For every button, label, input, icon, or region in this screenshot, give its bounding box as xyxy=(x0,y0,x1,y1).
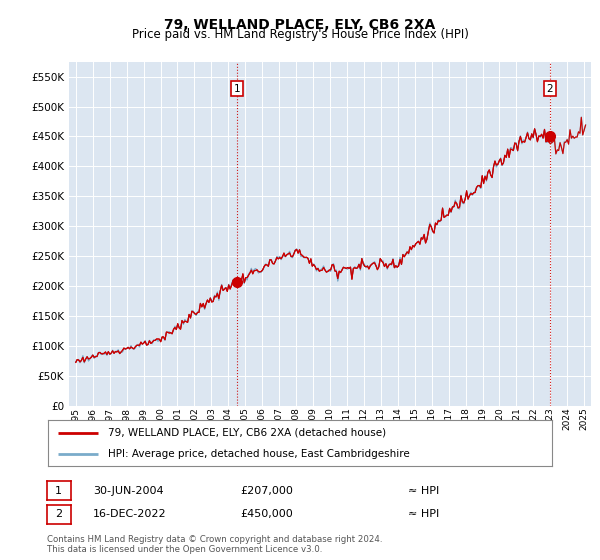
Text: Contains HM Land Registry data © Crown copyright and database right 2024.
This d: Contains HM Land Registry data © Crown c… xyxy=(47,535,382,554)
Text: 1: 1 xyxy=(233,83,240,94)
Text: HPI: Average price, detached house, East Cambridgeshire: HPI: Average price, detached house, East… xyxy=(109,450,410,459)
Text: £450,000: £450,000 xyxy=(240,509,293,519)
Text: 1: 1 xyxy=(55,486,62,496)
Text: 2: 2 xyxy=(547,83,553,94)
Text: £207,000: £207,000 xyxy=(240,486,293,496)
Text: 2: 2 xyxy=(55,509,62,519)
Text: Price paid vs. HM Land Registry's House Price Index (HPI): Price paid vs. HM Land Registry's House … xyxy=(131,28,469,41)
Text: 79, WELLAND PLACE, ELY, CB6 2XA: 79, WELLAND PLACE, ELY, CB6 2XA xyxy=(164,18,436,32)
Text: 79, WELLAND PLACE, ELY, CB6 2XA (detached house): 79, WELLAND PLACE, ELY, CB6 2XA (detache… xyxy=(109,428,386,438)
Text: 30-JUN-2004: 30-JUN-2004 xyxy=(93,486,164,496)
Text: 16-DEC-2022: 16-DEC-2022 xyxy=(93,509,167,519)
Text: ≈ HPI: ≈ HPI xyxy=(408,509,439,519)
Text: ≈ HPI: ≈ HPI xyxy=(408,486,439,496)
